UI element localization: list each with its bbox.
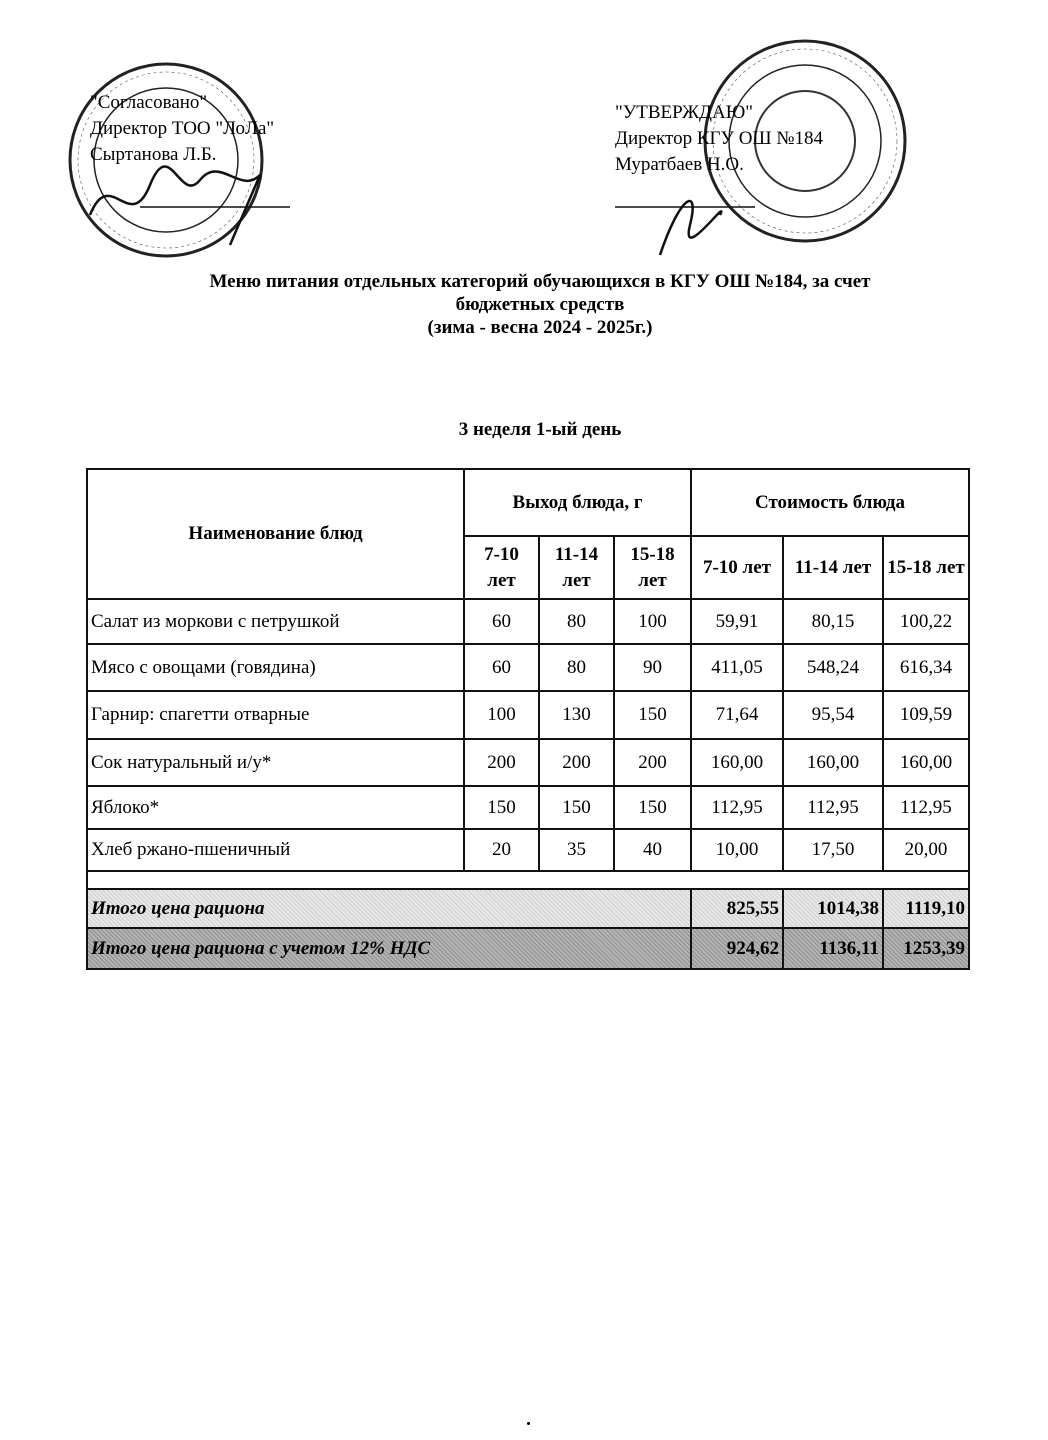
total-label: Итого цена рациона (86, 888, 692, 929)
header-dish-name: Наименование блюд (86, 468, 465, 600)
dish-name: Мясо с овощами (говядина) (86, 643, 465, 692)
header-age-group: 7-10 лет (690, 535, 784, 600)
total-cell: 825,55 (690, 888, 784, 929)
dish-name: Яблоко* (86, 785, 465, 830)
cost-cell: 160,00 (882, 738, 970, 787)
approval-left: "Согласовано" Директор ТОО "ЛоЛа" Сыртан… (90, 90, 274, 168)
cost-cell: 100,22 (882, 598, 970, 645)
page-mark (527, 1422, 530, 1425)
cost-cell: 160,00 (782, 738, 884, 787)
table-row: Гарнир: спагетти отварные 100 130 150 71,64 9… (86, 690, 970, 740)
yield-cell: 150 (613, 785, 692, 830)
dish-name: Сок натуральный и/у* (86, 738, 465, 787)
dish-name: Хлеб ржано-пшеничный (86, 828, 465, 872)
approval-right-position: Директор КГУ ОШ №184 (615, 128, 823, 149)
header-age-group: 7-10 лет (463, 535, 540, 600)
cost-cell: 10,00 (690, 828, 784, 872)
cost-cell: 548,24 (782, 643, 884, 692)
header-cost: Стоимость блюда (690, 468, 970, 537)
menu-table: Наименование блюд Выход блюда, г Стоимос… (86, 468, 970, 970)
approval-right-status: "УТВЕРЖДАЮ" (615, 102, 753, 123)
dish-name: Салат из моркови с петрушкой (86, 598, 465, 645)
title-line-3: (зима - весна 2024 - 2025г.) (427, 317, 653, 338)
approval-left-status: "Согласовано" (90, 92, 208, 113)
table-row: Яблоко* 150 150 150 112,95 112,95 112,95 (86, 785, 970, 830)
yield-cell: 90 (613, 643, 692, 692)
header-age-group: 11-14 лет (538, 535, 615, 600)
cost-cell: 17,50 (782, 828, 884, 872)
approval-right: "УТВЕРЖДАЮ" Директор КГУ ОШ №184 Муратба… (615, 100, 823, 178)
yield-cell: 60 (463, 643, 540, 692)
yield-cell: 200 (538, 738, 615, 787)
total-vat-cell: 1136,11 (782, 927, 884, 970)
dish-name: Гарнир: спагетти отварные (86, 690, 465, 740)
total-cell: 1014,38 (782, 888, 884, 929)
header-age-group: 11-14 лет (782, 535, 884, 600)
yield-cell: 200 (613, 738, 692, 787)
yield-cell: 80 (538, 598, 615, 645)
table-row: Хлеб ржано-пшеничный 20 35 40 10,00 17,50 20,0… (86, 828, 970, 872)
yield-cell: 150 (538, 785, 615, 830)
yield-cell: 100 (613, 598, 692, 645)
total-vat-label: Итого цена рациона с учетом 12% НДС (86, 927, 692, 970)
title-line-2: бюджетных средств (455, 294, 625, 315)
yield-cell: 100 (463, 690, 540, 740)
header-age-group: 15-18 лет (882, 535, 970, 600)
day-label: 3 неделя 1-ый день (458, 419, 622, 440)
table-row: Салат из моркови с петрушкой 60 80 100 59,91… (86, 598, 970, 645)
approval-left-person: Сыртанова Л.Б. (90, 144, 217, 165)
yield-cell: 130 (538, 690, 615, 740)
cost-cell: 20,00 (882, 828, 970, 872)
yield-cell: 200 (463, 738, 540, 787)
table-row: Сок натуральный и/у* 200 200 200 160,00 160,0… (86, 738, 970, 787)
cost-cell: 112,95 (782, 785, 884, 830)
header-yield: Выход блюда, г (463, 468, 692, 537)
yield-cell: 80 (538, 643, 615, 692)
cost-cell: 95,54 (782, 690, 884, 740)
total-vat-row: Итого цена рациона с учетом 12% НДС 924,… (86, 927, 970, 970)
total-vat-cell: 1253,39 (882, 927, 970, 970)
document-title: Меню питания отдельных категорий обучающ… (80, 270, 1000, 339)
cost-cell: 411,05 (690, 643, 784, 692)
signature-left (88, 165, 290, 246)
yield-cell: 60 (463, 598, 540, 645)
yield-cell: 20 (463, 828, 540, 872)
cost-cell: 109,59 (882, 690, 970, 740)
total-cell: 1119,10 (882, 888, 970, 929)
company-stamp (68, 62, 264, 258)
yield-cell: 35 (538, 828, 615, 872)
approval-left-position: Директор ТОО "ЛоЛа" (90, 118, 275, 139)
approval-right-person: Муратбаев Н.О. (615, 154, 744, 175)
school-stamp (703, 39, 907, 243)
cost-cell: 80,15 (782, 598, 884, 645)
cost-cell: 71,64 (690, 690, 784, 740)
table-row: Мясо с овощами (говядина) 60 80 90 411,05 548… (86, 643, 970, 692)
total-vat-cell: 924,62 (690, 927, 784, 970)
yield-cell: 150 (613, 690, 692, 740)
yield-cell: 40 (613, 828, 692, 872)
cost-cell: 112,95 (690, 785, 784, 830)
yield-cell: 150 (463, 785, 540, 830)
title-line-1: Меню питания отдельных категорий обучающ… (209, 271, 871, 292)
cost-cell: 112,95 (882, 785, 970, 830)
cost-cell: 160,00 (690, 738, 784, 787)
cost-cell: 616,34 (882, 643, 970, 692)
cost-cell: 59,91 (690, 598, 784, 645)
spacer-row (86, 870, 970, 890)
signature-right (615, 199, 755, 256)
header-age-group: 15-18 лет (613, 535, 692, 600)
total-row: Итого цена рациона 825,55 1014,38 1119,1… (86, 888, 970, 929)
